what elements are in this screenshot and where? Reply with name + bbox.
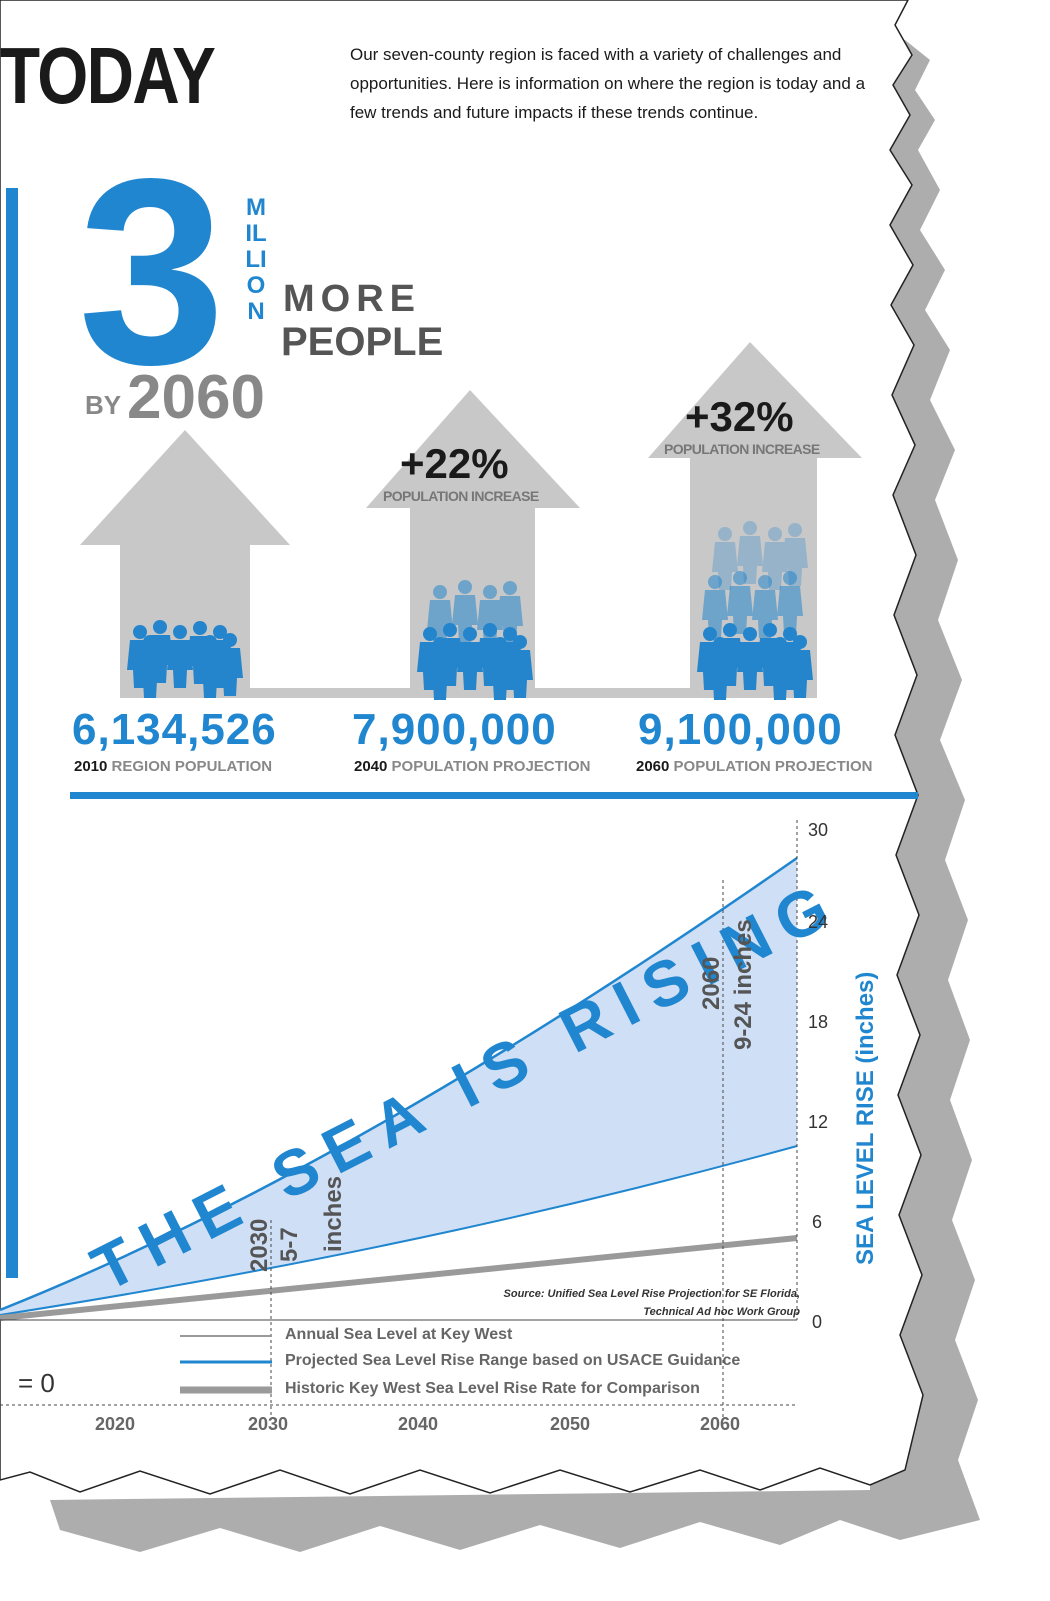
headline-number: 3 bbox=[78, 124, 225, 420]
arrow-2010 bbox=[80, 430, 290, 698]
annotation-2060-year: 2060 bbox=[698, 956, 725, 1010]
historic-rate-line bbox=[0, 1235, 798, 1321]
population-2040-value: 7,900,000 bbox=[352, 705, 557, 754]
x-tick: 2040 bbox=[398, 1414, 439, 1434]
population-2010-value: 6,134,526 bbox=[72, 705, 277, 754]
population-2060-value: 9,100,000 bbox=[638, 705, 843, 754]
population-2040-label: 2040 POPULATION PROJECTION bbox=[354, 758, 591, 775]
source-note: Source: Unified Sea Level Rise Projectio… bbox=[503, 1288, 800, 1318]
projection-range-area bbox=[0, 858, 797, 1315]
page-title: TODAY bbox=[0, 31, 216, 120]
y-axis-label: SEA LEVEL RISE (inches) bbox=[852, 971, 879, 1265]
headline-more: MORE bbox=[283, 278, 421, 320]
increase-2060: +32% bbox=[685, 393, 794, 440]
headline-year: 2060 bbox=[127, 363, 265, 432]
headline-by: BY bbox=[85, 390, 122, 420]
arrow-2060 bbox=[648, 342, 862, 698]
intro-paragraph: Our seven-county region is faced with a … bbox=[350, 45, 866, 122]
population-2060-label: 2060 POPULATION PROJECTION bbox=[636, 758, 873, 775]
increase-2040-label: POPULATION INCREASE bbox=[383, 488, 539, 504]
legend-annual: Annual Sea Level at Key West bbox=[285, 1326, 513, 1343]
legend-projected: Projected Sea Level Rise Range based on … bbox=[285, 1352, 741, 1369]
increase-2040: +22% bbox=[400, 440, 509, 487]
headline-unit: MILLION bbox=[245, 194, 267, 325]
crowd-2010 bbox=[127, 620, 243, 698]
annotation-2060-range: 9-24 inches bbox=[730, 919, 757, 1050]
x-tick: 2020 bbox=[95, 1414, 136, 1434]
left-accent-bar bbox=[6, 188, 18, 1278]
y-tick: 6 bbox=[812, 1212, 823, 1232]
headline-people: PEOPLE bbox=[281, 320, 444, 364]
annotation-2030-unit: inches bbox=[320, 1175, 347, 1252]
annotation-2030-range: 5-7 bbox=[276, 1227, 303, 1262]
projection-upper-line bbox=[0, 856, 798, 1312]
annotation-2030-year: 2030 bbox=[246, 1218, 273, 1272]
arrow-2040 bbox=[366, 390, 580, 698]
legend-historic: Historic Key West Sea Level Rise Rate fo… bbox=[285, 1380, 700, 1397]
y-tick: 12 bbox=[808, 1112, 829, 1132]
sea-level-chart bbox=[0, 820, 798, 1420]
x-tick: 2060 bbox=[700, 1414, 741, 1434]
section-divider bbox=[70, 792, 918, 799]
baseline-label: = 0 bbox=[18, 1368, 55, 1398]
y-tick: 24 bbox=[808, 912, 829, 932]
y-tick: 30 bbox=[808, 820, 829, 840]
x-tick: 2030 bbox=[248, 1414, 289, 1434]
x-tick: 2050 bbox=[550, 1414, 591, 1434]
projection-lower-line bbox=[0, 1145, 798, 1316]
y-tick: 0 bbox=[812, 1312, 823, 1332]
population-2010-label: 2010 REGION POPULATION bbox=[74, 758, 273, 775]
increase-2060-label: POPULATION INCREASE bbox=[664, 441, 820, 457]
population-arrows bbox=[80, 342, 862, 700]
y-tick: 18 bbox=[808, 1012, 829, 1032]
